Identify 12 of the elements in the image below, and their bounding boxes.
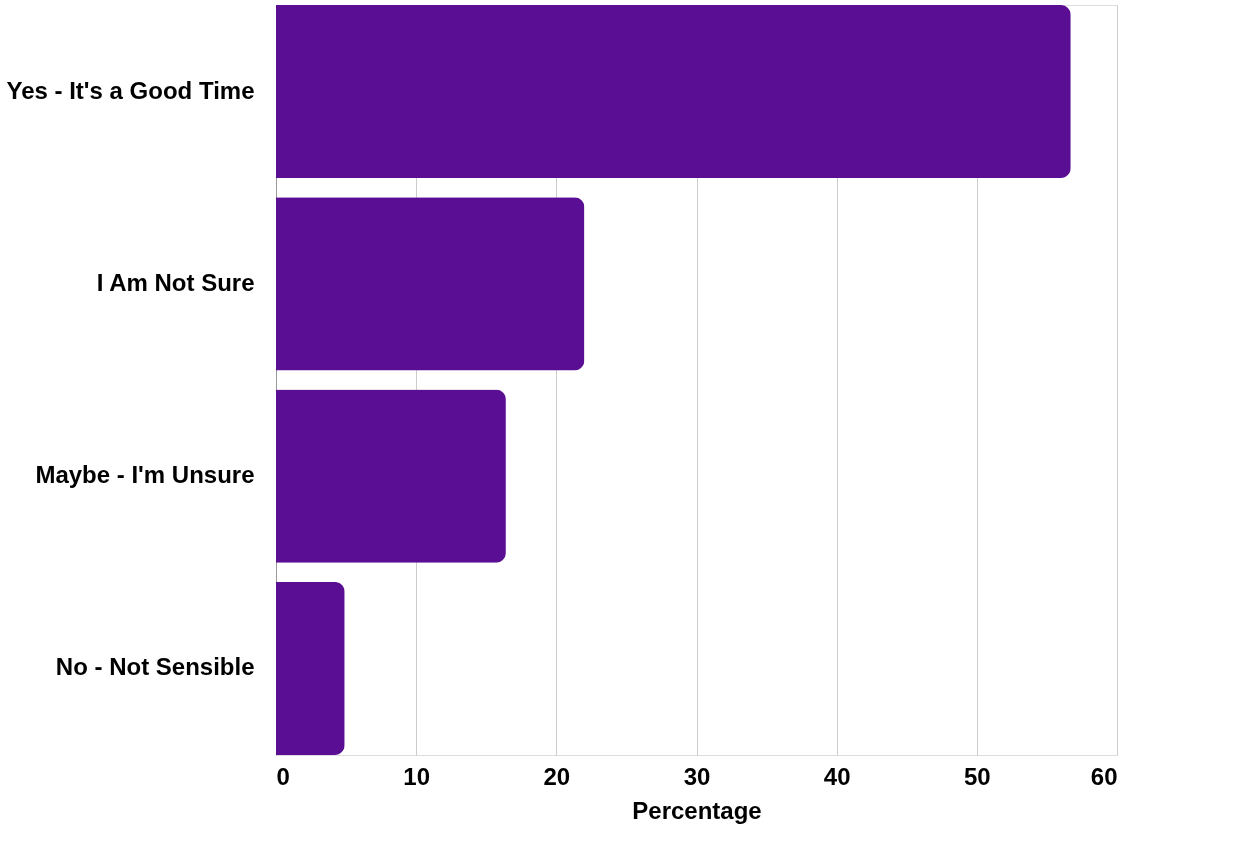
y-tick-label: Maybe - I'm Unsure — [35, 461, 255, 489]
y-tick-label: No - Not Sensible — [55, 653, 255, 681]
x-tick-label: 40 — [823, 762, 851, 790]
x-tick-label: 0 — [276, 762, 290, 790]
y-tick-label: I Am Not Sure — [96, 268, 255, 296]
x-tick-label: 60 — [1090, 762, 1118, 790]
x-tick-label: 50 — [963, 762, 991, 790]
x-tick-label: 10 — [403, 762, 431, 790]
x-tick-label: 30 — [683, 762, 711, 790]
y-tick-label: Yes - It's a Good Time — [6, 76, 255, 104]
x-axis-title: Percentage — [632, 796, 762, 824]
x-tick-label: 20 — [543, 762, 571, 790]
